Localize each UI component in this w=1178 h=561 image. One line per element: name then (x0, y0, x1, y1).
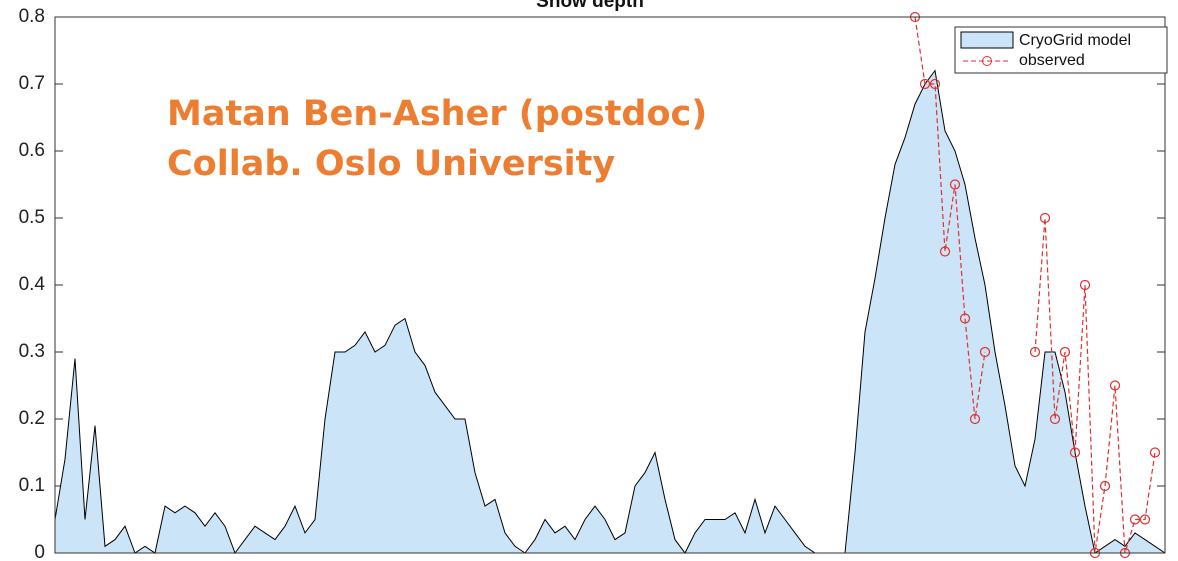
annotation: Matan Ben-Asher (postdoc) (167, 94, 707, 134)
observed-point (959, 313, 971, 324)
legend-label: observed (1019, 52, 1085, 69)
observed-point (919, 78, 931, 90)
observed-point (1109, 380, 1121, 391)
y-tick-label: 0.7 (19, 73, 45, 94)
legend-label: CryoGrid model (1019, 32, 1131, 49)
observed-point (1069, 447, 1081, 458)
observed-point (979, 346, 991, 358)
y-tick-label: 0.4 (19, 274, 46, 295)
y-tick-label: 0.1 (19, 475, 45, 496)
observed-point (1099, 480, 1111, 492)
observed-point (1059, 346, 1071, 358)
y-tick-label: 0.5 (19, 207, 45, 228)
observed-point (1129, 514, 1141, 525)
observed-line (914, 16, 986, 420)
observed-point (1079, 279, 1091, 291)
observed-point (939, 246, 951, 257)
legend-swatch (960, 31, 1014, 49)
y-tick-label: 0.6 (19, 140, 45, 161)
observed-point (1039, 212, 1051, 224)
observed-point (949, 179, 961, 190)
plot-frame (54, 16, 1166, 554)
model-line (54, 69, 1166, 555)
observed-point (1029, 346, 1041, 358)
observed-point (1049, 413, 1061, 425)
y-tick-label: 0 (34, 542, 45, 561)
chart-title: Snow depth (536, 0, 644, 12)
y-tick-label: 0.8 (19, 6, 45, 27)
annotation: Collab. Oslo University (167, 144, 615, 184)
y-tick-label: 0.2 (19, 408, 45, 429)
observed-point (1139, 514, 1151, 525)
legend-marker (982, 56, 992, 66)
observed-point (1149, 447, 1161, 458)
observed-point (969, 413, 981, 425)
y-tick-label: 0.3 (19, 341, 45, 362)
model-area (55, 70, 1165, 553)
observed-point (929, 78, 941, 90)
